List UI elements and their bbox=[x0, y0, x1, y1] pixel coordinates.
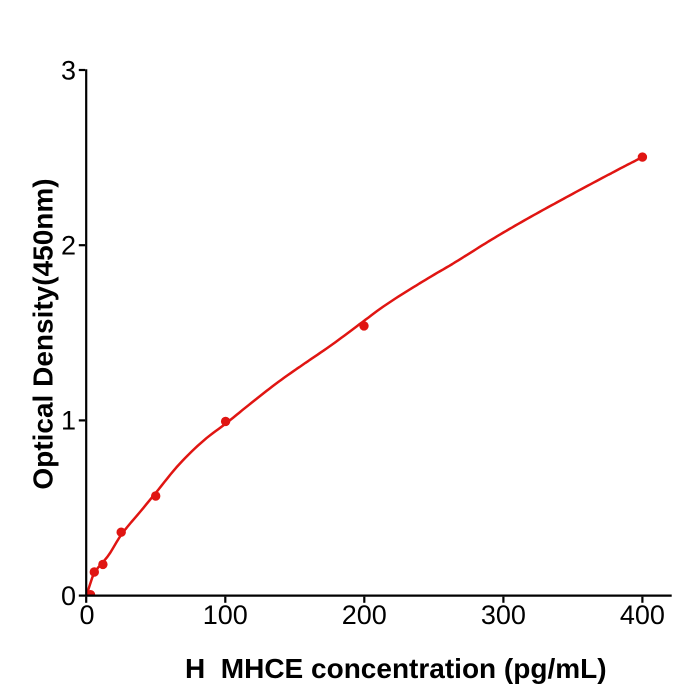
svg-text:Optical Density(450nm): Optical Density(450nm) bbox=[28, 178, 59, 489]
svg-text:2: 2 bbox=[61, 231, 76, 261]
svg-text:200: 200 bbox=[342, 600, 387, 630]
svg-text:0: 0 bbox=[61, 581, 76, 611]
svg-text:100: 100 bbox=[203, 600, 248, 630]
svg-text:H MHCE concentration (pg/mL): H MHCE concentration (pg/mL) bbox=[185, 653, 607, 684]
svg-text:1: 1 bbox=[61, 406, 76, 436]
svg-text:0: 0 bbox=[79, 600, 94, 630]
svg-text:3: 3 bbox=[61, 55, 76, 85]
svg-text:400: 400 bbox=[620, 600, 665, 630]
svg-text:300: 300 bbox=[481, 600, 526, 630]
